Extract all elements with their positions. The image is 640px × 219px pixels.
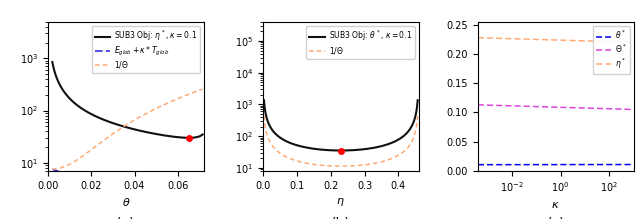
$\theta^*$	[586, 163, 594, 166]
SUB3 Obj: $\theta^*$, $\kappa =0.1$: (0.457, 1.35e+03): $\theta^*$, $\kappa =0.1$: (0.457, 1.35e…	[414, 99, 422, 102]
SUB3 Obj: $\theta^*$, $\kappa =0.1$: (0.394, 71.7): $\theta^*$, $\kappa =0.1$: (0.394, 71.7)	[393, 139, 401, 142]
$\theta^*$	[588, 163, 595, 166]
Line: $E_{glob} + \kappa*T_{glob}$: $E_{glob} + \kappa*T_{glob}$	[52, 169, 203, 193]
$E_{glob} + \kappa*T_{glob}$	[163, 190, 170, 193]
$E_{glob} + \kappa*T_{glob}$	[144, 188, 152, 191]
$\theta^*$	[536, 163, 543, 166]
$\eta^*$	[586, 40, 594, 42]
1/$\Theta$	[178, 96, 186, 98]
Legend: $\theta^*$, $\Theta^*$, $\eta^*$: $\theta^*$, $\Theta^*$, $\eta^*$	[593, 26, 630, 74]
1/$\Theta$	[377, 161, 385, 163]
SUB3 Obj: $\eta^*$, $\kappa =0.1$: (0.0442, 39.7): $\eta^*$, $\kappa =0.1$: (0.0442, 39.7)	[140, 130, 147, 133]
SUB3 Obj: $\eta^*$, $\kappa =0.1$: (0.0652, 30): $\eta^*$, $\kappa =0.1$: (0.0652, 30)	[185, 136, 193, 139]
SUB3 Obj: $\theta^*$, $\kappa =0.1$: (0.23, 35): $\theta^*$, $\kappa =0.1$: (0.23, 35)	[337, 149, 344, 152]
1/$\Theta$	[393, 155, 401, 158]
$E_{glob} + \kappa*T_{glob}$	[140, 188, 147, 191]
1/$\Theta$	[260, 115, 268, 117]
Line: $\eta^*$: $\eta^*$	[478, 38, 634, 42]
1/$\Theta$	[354, 164, 362, 167]
$\Theta^*$	[572, 106, 580, 109]
$\Theta^*$	[525, 105, 532, 108]
$\Theta^*$	[536, 105, 543, 108]
SUB3 Obj: $\eta^*$, $\kappa =0.1$: (0.0424, 41.3): $\eta^*$, $\kappa =0.1$: (0.0424, 41.3)	[136, 129, 143, 132]
$\theta^*$	[572, 163, 580, 166]
$E_{glob} + \kappa*T_{glob}$	[199, 191, 207, 194]
$E_{glob} + \kappa*T_{glob}$	[58, 171, 65, 174]
$\Theta^*$	[588, 107, 595, 110]
1/$\Theta$	[163, 102, 170, 105]
Legend: SUB3 Obj: $\theta^*$, $\kappa =0.1$, 1/$\Theta$: SUB3 Obj: $\theta^*$, $\kappa =0.1$, 1/$…	[307, 26, 415, 59]
SUB3 Obj: $\theta^*$, $\kappa =0.1$: (0.293, 37.8): $\theta^*$, $\kappa =0.1$: (0.293, 37.8)	[358, 148, 366, 151]
$\eta^*$	[493, 37, 500, 40]
$E_{glob} + \kappa*T_{glob}$	[49, 168, 56, 171]
SUB3 Obj: $\eta^*$, $\kappa =0.1$: (0.0618, 30.4): $\eta^*$, $\kappa =0.1$: (0.0618, 30.4)	[178, 136, 186, 139]
SUB3 Obj: $\eta^*$, $\kappa =0.1$: (0.00626, 272): $\eta^*$, $\kappa =0.1$: (0.00626, 272)	[58, 87, 65, 89]
SUB3 Obj: $\eta^*$, $\kappa =0.1$: (0.002, 849): $\eta^*$, $\kappa =0.1$: (0.002, 849)	[49, 61, 56, 63]
$\Theta^*$	[586, 107, 594, 110]
$\Theta^*$	[493, 104, 500, 107]
Legend: SUB3 Obj: $\eta^*$, $\kappa =0.1$, $E_{glob} + \kappa*T_{glob}$, 1/$\Theta$: SUB3 Obj: $\eta^*$, $\kappa =0.1$, $E_{g…	[92, 26, 200, 73]
SUB3 Obj: $\theta^*$, $\kappa =0.1$: (0.003, 1.35e+03): $\theta^*$, $\kappa =0.1$: (0.003, 1.35e…	[260, 99, 268, 102]
SUB3 Obj: $\theta^*$, $\kappa =0.1$: (0.279, 36.7): $\theta^*$, $\kappa =0.1$: (0.279, 36.7)	[354, 148, 362, 151]
1/$\Theta$	[144, 111, 152, 114]
SUB3 Obj: $\eta^*$, $\kappa =0.1$: (0.0715, 34.8): $\eta^*$, $\kappa =0.1$: (0.0715, 34.8)	[199, 133, 207, 136]
X-axis label: $\eta$: $\eta$	[337, 196, 345, 208]
X-axis label: $\kappa$: $\kappa$	[552, 200, 560, 210]
1/$\Theta$	[140, 114, 147, 116]
1/$\Theta$	[414, 115, 422, 117]
Text: (b): (b)	[331, 216, 351, 219]
SUB3 Obj: $\theta^*$, $\kappa =0.1$: (0.0308, 140): $\theta^*$, $\kappa =0.1$: (0.0308, 140)	[269, 130, 277, 133]
Line: SUB3 Obj: $\eta^*$, $\kappa =0.1$: SUB3 Obj: $\eta^*$, $\kappa =0.1$	[52, 62, 203, 138]
1/$\Theta$	[337, 165, 344, 168]
SUB3 Obj: $\theta^*$, $\kappa =0.1$: (0.348, 47.5): $\theta^*$, $\kappa =0.1$: (0.348, 47.5)	[377, 145, 385, 148]
$E_{glob} + \kappa*T_{glob}$	[178, 191, 186, 193]
1/$\Theta$	[49, 168, 56, 170]
SUB3 Obj: $\eta^*$, $\kappa =0.1$: (0.0463, 38): $\eta^*$, $\kappa =0.1$: (0.0463, 38)	[144, 131, 152, 134]
$\eta^*$	[525, 38, 532, 41]
SUB3 Obj: $\eta^*$, $\kappa =0.1$: (0.0547, 32.9): $\eta^*$, $\kappa =0.1$: (0.0547, 32.9)	[163, 134, 170, 137]
1/$\Theta$	[136, 116, 143, 118]
$\eta^*$	[572, 39, 580, 42]
Line: SUB3 Obj: $\theta^*$, $\kappa =0.1$: SUB3 Obj: $\theta^*$, $\kappa =0.1$	[264, 100, 418, 150]
Text: (a): (a)	[116, 216, 136, 219]
$\Theta^*$	[630, 108, 637, 111]
X-axis label: $\theta$: $\theta$	[122, 196, 130, 208]
1/$\Theta$	[358, 164, 366, 166]
Line: 1/$\Theta$: 1/$\Theta$	[264, 116, 418, 166]
Line: $\Theta^*$: $\Theta^*$	[478, 105, 634, 110]
$\eta^*$	[474, 36, 482, 39]
SUB3 Obj: $\theta^*$, $\kappa =0.1$: (0.267, 35.9): $\theta^*$, $\kappa =0.1$: (0.267, 35.9)	[349, 149, 357, 152]
Text: (c): (c)	[547, 216, 565, 219]
$\Theta^*$	[474, 104, 482, 106]
$\eta^*$	[588, 40, 595, 42]
1/$\Theta$	[349, 164, 357, 167]
$\theta^*$	[493, 163, 500, 166]
$\theta^*$	[525, 163, 532, 166]
$\eta^*$	[536, 38, 543, 41]
$E_{glob} + \kappa*T_{glob}$	[136, 187, 143, 190]
1/$\Theta$	[269, 146, 277, 148]
Line: 1/$\Theta$: 1/$\Theta$	[52, 89, 203, 169]
1/$\Theta$	[199, 88, 207, 90]
1/$\Theta$	[58, 166, 65, 169]
$\theta^*$	[630, 163, 637, 166]
$\theta^*$	[474, 163, 482, 166]
$\eta^*$	[630, 41, 637, 44]
